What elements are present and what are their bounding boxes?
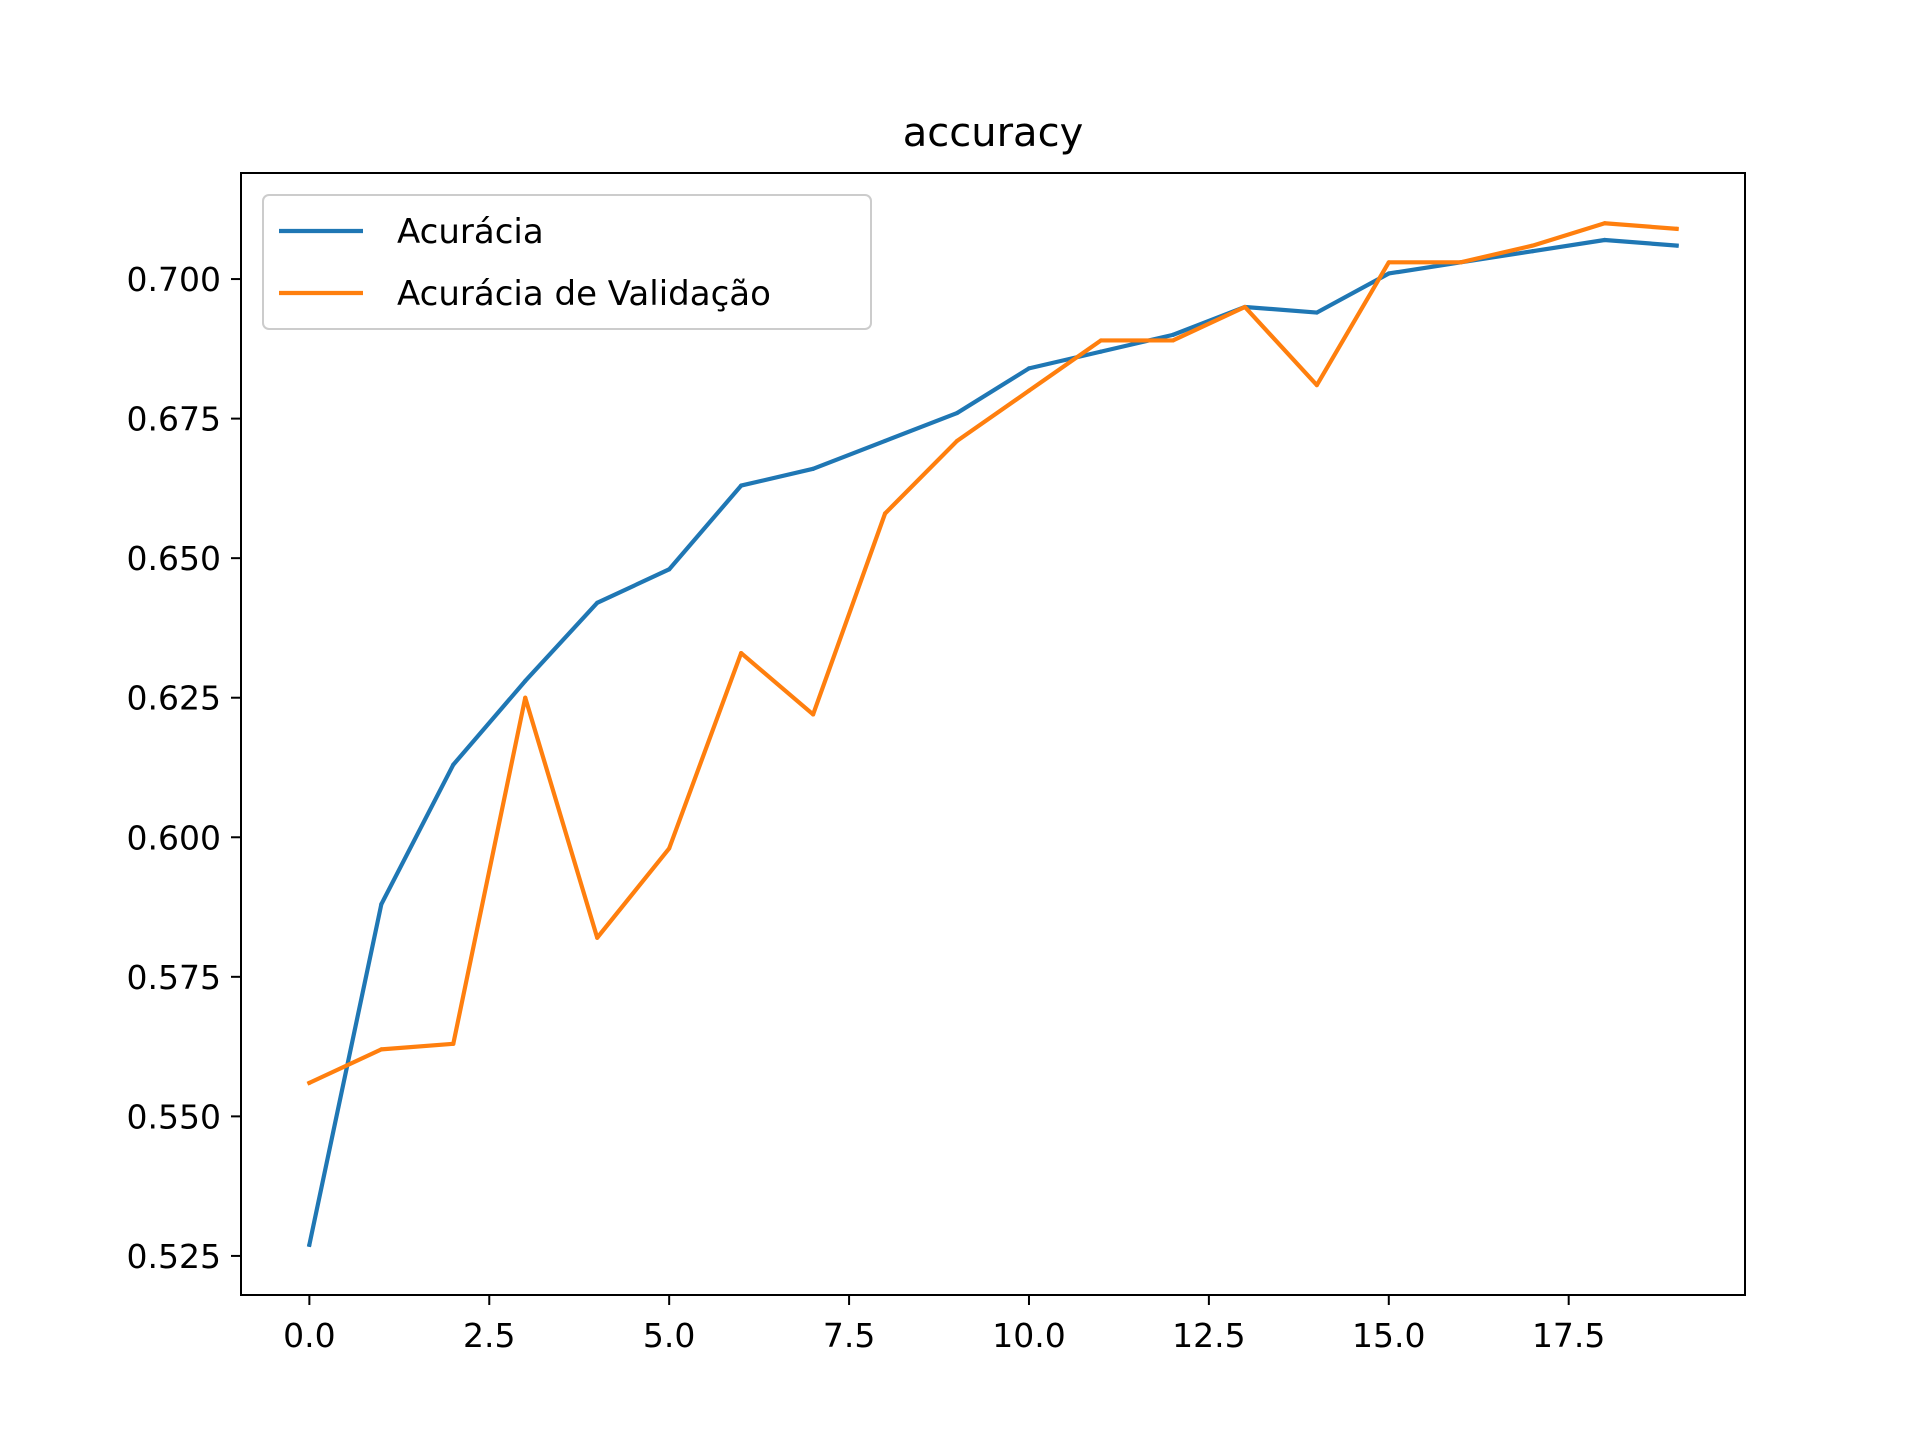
legend-label-2: Acurácia de Validação (397, 274, 771, 314)
chart-title: accuracy (903, 110, 1083, 156)
data-point-series-1 (307, 1242, 312, 1247)
data-point-series-2 (307, 1080, 312, 1085)
data-point-series-1 (595, 600, 600, 605)
data-point-series-2 (667, 846, 672, 851)
data-point-series-2 (1674, 226, 1679, 231)
x-tick-label: 12.5 (1172, 1316, 1245, 1355)
data-point-series-2 (1026, 388, 1032, 393)
data-point-series-2 (739, 650, 744, 656)
x-tick-label: 15.0 (1352, 1316, 1425, 1355)
data-point-series-1 (1386, 271, 1391, 276)
x-tick-label: 10.0 (992, 1316, 1065, 1355)
data-point-series-1 (1026, 366, 1032, 371)
data-point-series-1 (739, 483, 744, 488)
data-point-series-1 (1314, 310, 1319, 315)
y-tick-label: 0.675 (127, 400, 221, 439)
legend-label-1: Acurácia (397, 212, 544, 252)
x-tick-label: 5.0 (643, 1316, 695, 1355)
plot-frame (240, 172, 1746, 1296)
data-point-series-2 (1314, 383, 1319, 388)
x-tick-label: 0.0 (283, 1316, 335, 1355)
data-point-series-1 (451, 762, 456, 767)
series-line-2 (306, 221, 1679, 1086)
data-point-series-1 (523, 678, 528, 684)
data-point-series-2 (595, 935, 600, 940)
x-tick-label: 2.5 (463, 1316, 515, 1355)
data-point-series-2 (523, 695, 528, 700)
data-point-series-1 (667, 567, 672, 572)
data-point-series-2 (1242, 304, 1247, 310)
data-point-series-1 (811, 466, 816, 471)
data-point-series-2 (1458, 260, 1463, 265)
data-point-series-1 (1098, 349, 1104, 354)
data-point-series-2 (954, 438, 960, 444)
data-point-series-2 (1170, 338, 1175, 343)
data-point-series-1 (882, 438, 888, 444)
y-tick-label: 0.600 (127, 818, 221, 857)
y-tick-label: 0.650 (127, 539, 221, 578)
x-tick-label: 7.5 (823, 1316, 875, 1355)
data-point-series-1 (1602, 237, 1607, 243)
data-point-series-1 (1674, 243, 1679, 248)
data-point-series-2 (811, 712, 816, 717)
data-point-series-2 (882, 511, 888, 516)
x-tick-label: 17.5 (1532, 1316, 1605, 1355)
data-point-series-2 (451, 1041, 456, 1046)
y-tick-label: 0.575 (127, 958, 221, 997)
y-tick-label: 0.525 (127, 1237, 221, 1276)
data-point-series-2 (379, 1047, 384, 1052)
data-point-series-1 (1170, 332, 1175, 337)
y-tick-label: 0.625 (127, 679, 221, 718)
axes-layer: 0.0 2.5 5.0 7.5 10.0 12.5 15.0 17.5 0.525 0.550 0.… (127, 172, 1746, 1355)
legend: Acurácia Acurácia de Validação (262, 194, 872, 330)
series-layer (306, 221, 1679, 1248)
data-point-series-2 (1602, 221, 1607, 226)
data-point-series-2 (1530, 243, 1535, 248)
y-tick-label: 0.550 (127, 1097, 221, 1136)
legend-box (262, 194, 872, 330)
data-point-series-1 (1530, 249, 1535, 254)
data-point-series-2 (1098, 338, 1104, 343)
data-point-series-2 (1386, 260, 1391, 265)
data-point-series-1 (379, 902, 384, 907)
y-tick-label: 0.700 (127, 260, 221, 299)
data-point-series-1 (954, 410, 960, 416)
